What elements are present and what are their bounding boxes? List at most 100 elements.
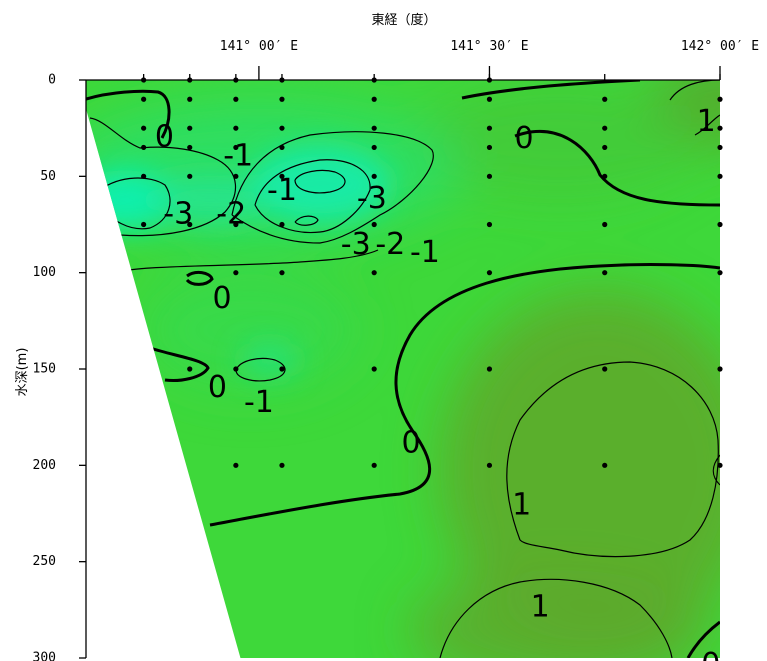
sample-point — [371, 221, 377, 228]
sample-point — [717, 462, 723, 468]
contour-label: -2 — [216, 196, 246, 231]
x-ticks: 141° 00′ E 141° 30′ E 142° 00′ E — [142, 39, 759, 80]
contour-pos1-mid — [506, 361, 719, 558]
sample-point — [602, 270, 608, 276]
y-tick-label: 200 — [33, 458, 56, 473]
contour-zero-small — [185, 270, 214, 286]
sample-point — [486, 270, 493, 276]
sample-point — [279, 125, 285, 131]
sample-point — [233, 173, 239, 179]
y-tick-label: 0 — [48, 73, 56, 88]
contour-pos1-right-edge — [712, 454, 720, 486]
contour-labels: 0-1-1-3-3-2-3-2-100-1001110 — [155, 104, 720, 661]
contour-neg1-lower — [235, 357, 286, 382]
sample-point — [371, 270, 377, 276]
contour-label: -3 — [341, 227, 371, 262]
sample-point — [279, 270, 285, 276]
y-tick-label: 250 — [33, 554, 56, 569]
contour-label: -1 — [223, 139, 253, 174]
contour-label: 0 — [212, 281, 231, 316]
sample-point — [187, 173, 193, 179]
sample-point — [233, 96, 239, 102]
contour-label: 0 — [208, 370, 227, 405]
contour-zero-main — [209, 263, 720, 527]
sample-point — [486, 144, 493, 151]
sample-point — [602, 221, 608, 228]
contour-pos1-topright-2 — [694, 114, 720, 136]
sample-point — [233, 221, 239, 228]
sample-point — [233, 270, 239, 276]
sample-point — [371, 173, 377, 179]
contour-neg3-center — [294, 169, 346, 194]
x-tick-label: 141° 30′ E — [450, 39, 528, 54]
contour-zero-upper-left — [86, 89, 171, 139]
sample-point — [187, 96, 193, 102]
contour-neg2-center — [254, 159, 371, 234]
sample-point — [486, 221, 493, 228]
contour-neg3-small — [294, 215, 319, 226]
contour-label: 1 — [531, 589, 550, 624]
contour-pos1-bottom — [439, 578, 673, 658]
x-axis-title: 東経（度） — [371, 12, 436, 28]
sample-point — [141, 96, 147, 102]
sample-point — [279, 96, 285, 102]
sample-point — [486, 125, 493, 131]
sample-point — [187, 366, 193, 372]
sample-point — [486, 462, 493, 468]
contour-label: -3 — [163, 196, 193, 231]
sample-point — [717, 366, 723, 372]
sample-point — [717, 144, 723, 151]
y-tick-label: 300 — [33, 651, 56, 661]
sample-point — [279, 462, 285, 468]
sample-point — [279, 144, 285, 151]
x-tick-label: 142° 00′ E — [681, 39, 759, 54]
sample-point — [602, 366, 608, 372]
sample-point — [371, 144, 377, 151]
sample-point — [141, 144, 147, 151]
sample-point — [233, 144, 239, 151]
contour-label: 0 — [701, 647, 720, 661]
contour-label: -1 — [267, 173, 297, 208]
contour-neg3-left — [99, 177, 171, 230]
sample-point — [717, 125, 723, 131]
sample-point — [371, 125, 377, 131]
sample-point — [233, 125, 239, 131]
contour-label: 0 — [514, 121, 533, 156]
sample-point — [602, 125, 608, 131]
contour-neg1-center — [231, 131, 434, 244]
sample-point — [602, 462, 608, 468]
contour-label: 0 — [402, 426, 421, 461]
contour-label: -1 — [410, 235, 440, 270]
sample-point — [141, 173, 147, 179]
sample-point — [371, 366, 377, 372]
sample-point — [187, 125, 193, 131]
contour-label: -1 — [244, 385, 274, 420]
contour-zero-east — [461, 80, 641, 100]
y-tick-label: 100 — [33, 265, 56, 280]
sample-point — [602, 96, 608, 102]
contour-label: 0 — [155, 119, 174, 154]
contour-zero-bottom-right — [686, 620, 720, 658]
contour-zero-left-bump — [149, 346, 210, 382]
y-ticks: 0 50 100 150 200 250 300 — [33, 73, 86, 661]
y-tick-label: 150 — [33, 362, 56, 377]
sample-point — [717, 173, 723, 179]
sample-point — [279, 221, 285, 228]
sample-point — [187, 144, 193, 151]
sample-point — [717, 270, 723, 276]
sample-point — [486, 96, 493, 102]
sample-point — [233, 366, 239, 372]
contour-label: 1 — [512, 487, 531, 522]
sample-point — [717, 96, 723, 102]
sample-point — [371, 96, 377, 102]
sample-point — [279, 173, 285, 179]
y-axis-title: 水深(m) — [15, 348, 30, 397]
sample-point — [486, 173, 493, 179]
sample-point — [141, 221, 147, 228]
sample-point — [233, 462, 239, 468]
sample-point — [187, 221, 193, 228]
sample-point — [486, 366, 493, 372]
sample-point — [602, 173, 608, 179]
contour-field — [86, 80, 720, 658]
